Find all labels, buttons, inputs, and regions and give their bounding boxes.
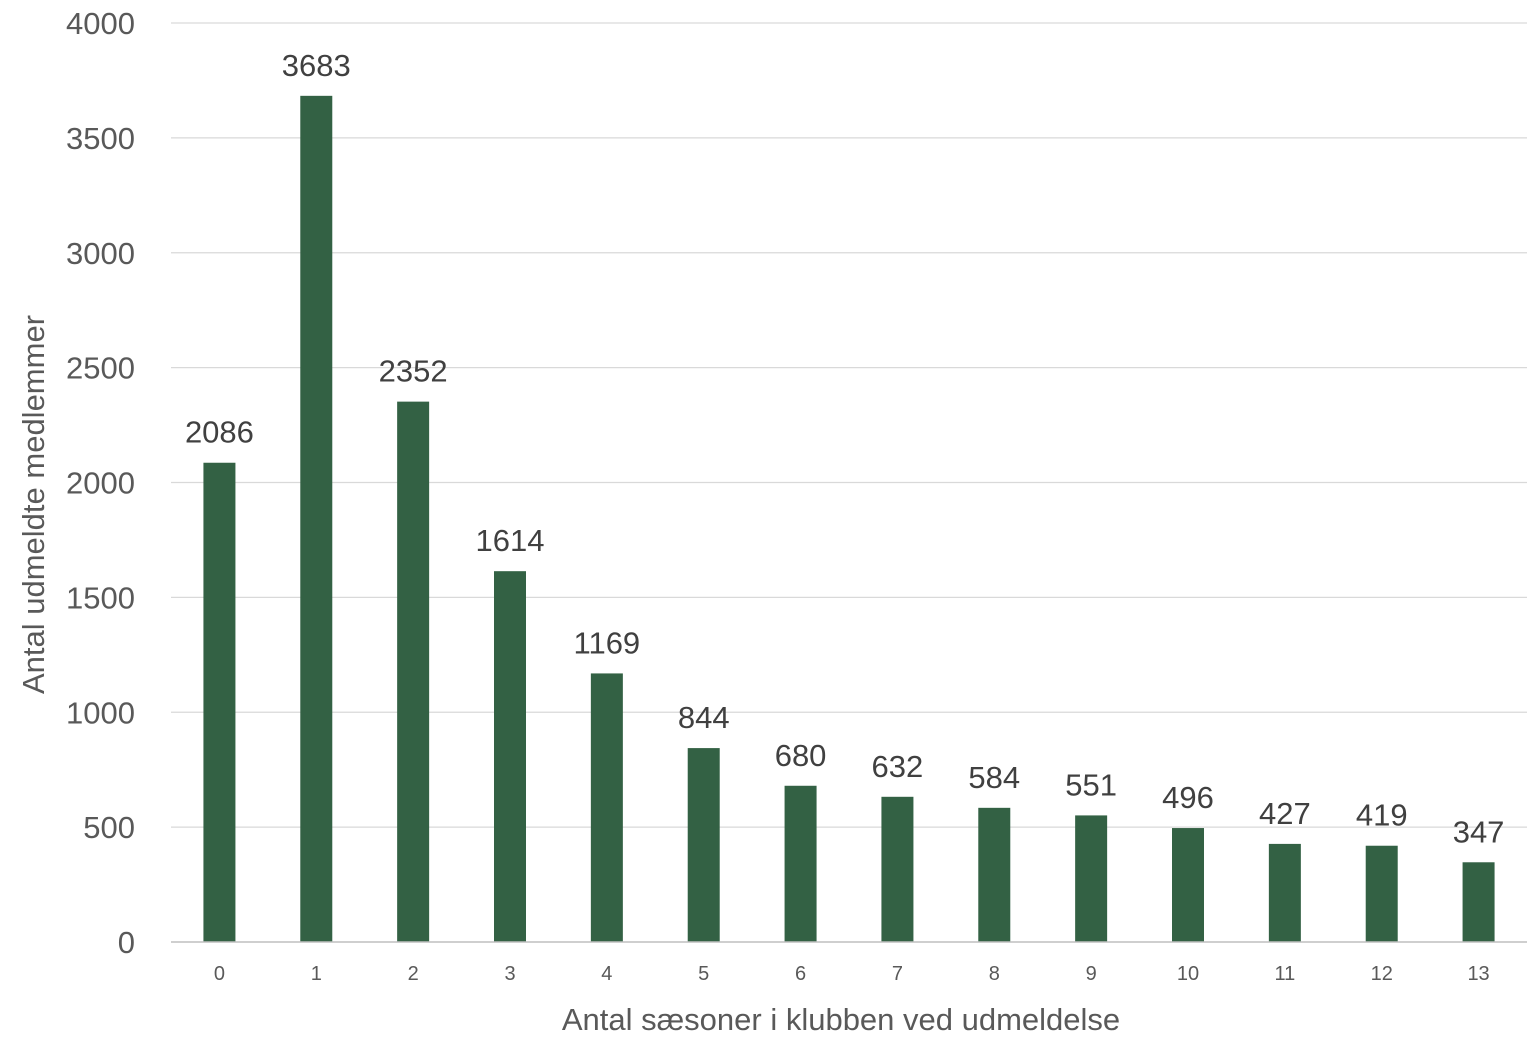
- y-tick-label: 2500: [66, 351, 135, 386]
- data-label: 496: [1162, 780, 1214, 815]
- x-tick-label: 10: [1177, 963, 1199, 985]
- data-label: 1169: [574, 625, 641, 660]
- x-tick-label: 0: [214, 963, 225, 985]
- x-tick-label: 11: [1274, 963, 1295, 985]
- data-label: 427: [1259, 796, 1311, 831]
- bar: [203, 462, 236, 942]
- data-label: 347: [1453, 814, 1505, 849]
- x-tick-label: 4: [601, 963, 612, 985]
- y-tick-label: 3000: [66, 236, 135, 271]
- bar: [881, 796, 914, 942]
- x-axis-ticks: 0 1 2 3 4 5 6 7 8 9 10 11 12 13: [214, 963, 1490, 985]
- x-tick-label: 12: [1371, 963, 1393, 985]
- x-tick-label: 6: [795, 963, 806, 985]
- bar: [1268, 843, 1301, 942]
- data-label: 680: [775, 738, 827, 773]
- data-label: 2352: [379, 354, 448, 389]
- x-tick-label: 1: [311, 963, 322, 985]
- bar: [784, 785, 817, 942]
- data-label: 3683: [282, 48, 351, 83]
- bar: [494, 571, 526, 942]
- data-label: 584: [968, 760, 1020, 795]
- x-tick-label: 7: [892, 963, 903, 985]
- data-label: 551: [1065, 767, 1117, 802]
- bar: [1075, 815, 1108, 942]
- data-label: 2086: [185, 415, 254, 450]
- x-tick-label: 5: [698, 963, 709, 985]
- bars: [203, 95, 1495, 942]
- x-tick-label: 3: [504, 963, 515, 985]
- x-axis-title: Antal sæsoner i klubben ved udmeldelse: [562, 1002, 1120, 1037]
- y-tick-label: 4000: [66, 6, 135, 41]
- y-tick-label: 0: [118, 925, 135, 960]
- data-label: 1614: [476, 523, 545, 558]
- y-tick-label: 2000: [66, 466, 135, 501]
- bar: [590, 673, 623, 942]
- bar: [1365, 845, 1398, 942]
- data-labels: 2086 3683 2352 1614 1169 844 680 632 584 551 496 42…: [185, 48, 1504, 849]
- bar: [397, 401, 430, 942]
- y-axis-ticks: 0 500 1000 1500 2000 2500 3000 3500 4000: [66, 6, 135, 960]
- x-tick-label: 2: [408, 963, 419, 985]
- y-tick-label: 500: [83, 810, 135, 845]
- y-tick-label: 1000: [66, 695, 135, 730]
- data-label: 844: [678, 700, 730, 735]
- y-tick-label: 3500: [66, 121, 135, 156]
- data-label: 419: [1356, 798, 1408, 833]
- y-tick-label: 1500: [66, 580, 135, 615]
- bar: [978, 807, 1011, 942]
- data-label: 632: [872, 749, 924, 784]
- gridlines: [171, 22, 1527, 828]
- x-tick-label: 8: [989, 963, 1000, 985]
- bar: [1462, 862, 1495, 942]
- bar: [300, 95, 333, 942]
- bar: [687, 748, 720, 942]
- bar: [1172, 828, 1204, 942]
- x-tick-label: 13: [1467, 963, 1489, 985]
- y-axis-title: Antal udmeldte medlemmer: [16, 315, 51, 694]
- x-tick-label: 9: [1086, 963, 1097, 985]
